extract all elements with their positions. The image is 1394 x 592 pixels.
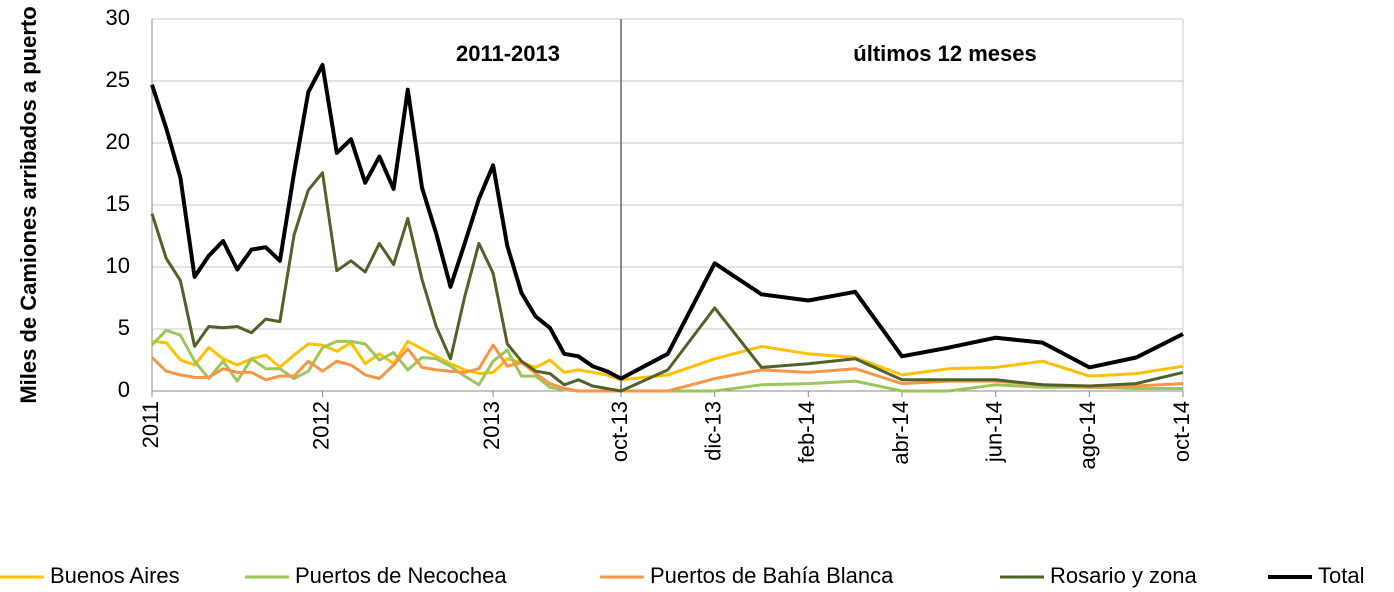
legend-label: Buenos Aires [50,563,180,588]
y-tick-label: 15 [106,191,130,216]
y-tick-label: 25 [106,67,130,92]
x-tick-label: jun-14 [981,401,1006,463]
x-tick-label: ago-14 [1075,401,1100,470]
legend-label: Rosario y zona [1050,563,1198,588]
x-tick-label: oct-14 [1169,401,1194,462]
legend-label: Total [1318,563,1364,588]
legend-label: Puertos de Necochea [295,563,507,588]
series-line [151,339,1184,382]
series-line [150,328,1183,393]
series-line [150,343,1184,393]
y-tick-label: 0 [118,377,130,402]
x-tick-label: 2011 [138,401,163,448]
x-tick-label: dic-13 [700,401,725,461]
x-tick-label: 2012 [308,401,333,450]
series-line [150,171,1184,393]
x-tick-label: abr-14 [888,401,913,465]
legend-label: Puertos de Bahía Blanca [650,563,894,588]
series-line [150,62,1184,381]
x-tick-label: feb-14 [794,401,819,463]
x-tick-label: 2013 [479,401,504,450]
panel-title: últimos 12 meses [853,41,1036,66]
panel-title: 2011-2013 [456,41,560,66]
x-tick-label: oct-13 [607,401,632,462]
y-tick-label: 5 [118,315,130,340]
y-tick-label: 20 [106,129,130,154]
y-tick-label: 10 [106,253,130,278]
y-tick-label: 30 [106,5,130,30]
y-axis-label: Miles de Camiones arribados a puerto [16,6,41,403]
